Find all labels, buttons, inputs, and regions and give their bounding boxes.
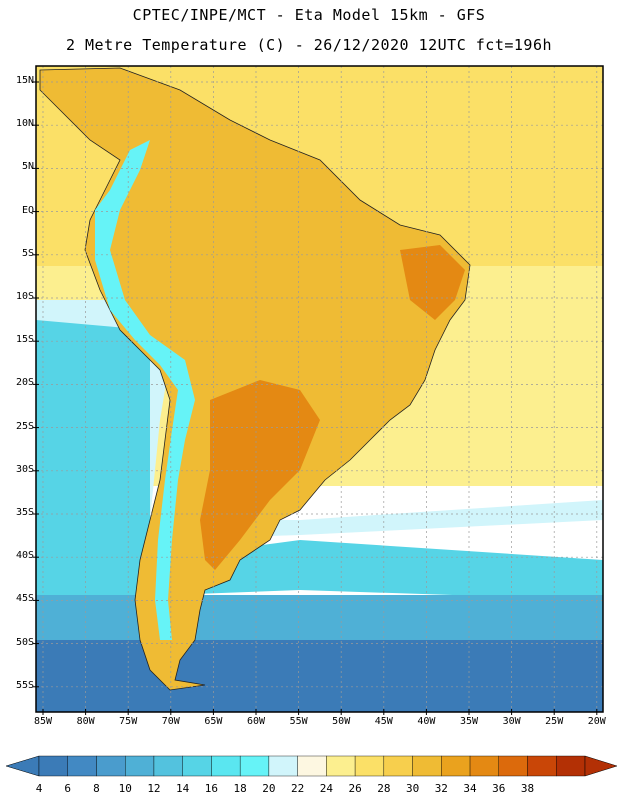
lat-label: EQ [21,204,34,216]
colorbar-tick-label: 22 [291,782,305,795]
colorbar-segment [297,755,327,777]
lon-label: 40W [417,716,436,727]
ocean-band-cold [36,320,603,600]
colorbar-tick-label: 10 [118,782,132,795]
colorbar-segment [498,755,528,777]
colorbar-segment [441,755,471,777]
lon-label: 60W [246,716,266,727]
colorbar-tick-label: 8 [93,782,100,795]
lon-label: 50W [332,716,351,727]
colorbar-tick-label: 26 [348,782,362,795]
lat-label: 20S [15,377,34,389]
lat-label: 25S [15,420,34,432]
colorbar-segment [268,755,298,777]
colorbar-segment [38,755,68,777]
colorbar-tick-label: 36 [492,782,506,795]
lon-label: 30W [502,716,521,727]
lon-label: 55W [289,716,308,727]
colorbar-segment [469,755,499,777]
colorbar-tick-label: 4 [35,782,43,795]
colorbar-segment [211,755,241,777]
colorbar-segment [125,755,155,777]
lat-label: 50S [15,636,34,648]
colorbar-tick-label: 32 [434,782,448,795]
ocean-band-colder [36,595,603,645]
colorbar-tick-label: 6 [64,782,72,795]
lat-label: 40S [15,550,34,562]
colorbar-tick-label: 34 [463,782,477,795]
lat-label: 35S [15,507,34,518]
colorbar-overflow-arrow [584,755,618,777]
lon-label: 75W [119,716,138,727]
lon-label: 35W [459,716,479,727]
colorbar-tick-label: 30 [405,782,420,795]
colorbar-segment [383,755,413,777]
lon-label: 85W [33,716,53,727]
lat-label: 10N [15,118,34,130]
lon-label: 80W [76,716,95,727]
colorbar [5,755,618,777]
colorbar-segment [412,755,442,777]
lat-label: 5N [21,161,34,173]
lat-label: 5S [21,247,34,259]
colorbar-tick-label: 16 [204,782,219,795]
lon-label: 25W [545,716,564,727]
temperature-field [36,66,603,712]
lat-label: 55S [15,679,34,691]
lon-label: 45W [374,716,393,727]
colorbar-tick-label: 38 [520,782,535,795]
colorbar-segment [96,755,126,777]
map-title-line-2: 2 Metre Temperature (C) - 26/12/2020 12U… [65,36,553,54]
colorbar-tick-label: 12 [147,782,161,795]
lat-label: 15S [15,334,34,346]
colorbar-tick-label: 18 [233,782,247,795]
land-hot-zone [200,380,320,570]
lon-label: 20W [587,716,606,727]
lat-label: 45S [15,593,34,605]
colorbar-segment [354,755,385,777]
colorbar-underflow-arrow [5,755,40,777]
colorbar-segment [153,755,183,777]
colorbar-segment [182,755,212,777]
colorbar-tick-label: 28 [377,782,391,795]
colorbar-segment [527,755,557,777]
map-title-line-1: CPTEC/INPE/MCT - Eta Model 15km - GFS [132,6,486,24]
map-frame [35,65,604,713]
colorbar-segment [326,755,356,777]
colorbar-tick-label: 20 [262,782,276,795]
south-america-land [39,67,471,691]
land-hot-zone-northeast [400,245,465,320]
colorbar-tick-label: 14 [176,782,190,795]
lat-label: 10S [15,291,34,302]
andes-cold-strip [95,140,195,640]
axis-ticks [33,81,598,715]
lat-label: 15N [15,75,34,86]
colorbar-segment [556,755,586,777]
colorbar-tick-label: 24 [319,782,333,795]
lat-label: 30S [15,463,34,475]
ocean-band-coldest [36,640,603,712]
colorbar-segment [239,755,270,777]
lon-label: 70W [161,716,180,727]
lon-label: 65W [204,716,223,727]
colorbar-segment [67,755,97,777]
